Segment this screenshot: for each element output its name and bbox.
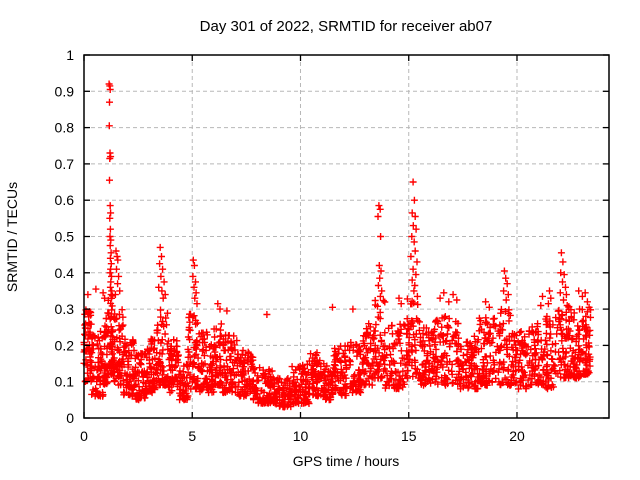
plot-border-and-ticks bbox=[83, 54, 610, 419]
x-axis-label: GPS time / hours bbox=[293, 453, 400, 469]
y-axis-label: SRMTID / TECUs bbox=[4, 182, 20, 292]
y-tick-label: 0.8 bbox=[55, 120, 75, 136]
y-tick-label: 0.1 bbox=[55, 374, 75, 390]
y-tick-label: 0.6 bbox=[55, 192, 75, 208]
x-tick-label: 0 bbox=[80, 428, 88, 444]
x-tick-label: 15 bbox=[401, 428, 417, 444]
y-tick-label: 0.3 bbox=[55, 301, 75, 317]
x-tick-label: 5 bbox=[188, 428, 196, 444]
y-tick-label: 0.2 bbox=[55, 337, 75, 353]
y-tick-label: 0.4 bbox=[55, 265, 75, 281]
y-tick-label: 0.9 bbox=[55, 83, 75, 99]
x-tick-label: 20 bbox=[509, 428, 525, 444]
y-tick-label: 1 bbox=[66, 47, 74, 63]
chart-title: Day 301 of 2022, SRMTID for receiver ab0… bbox=[200, 18, 493, 35]
data-points bbox=[80, 80, 595, 411]
y-tick-label: 0.7 bbox=[55, 156, 75, 172]
y-tick-label: 0 bbox=[66, 410, 74, 426]
y-tick-label: 0.5 bbox=[55, 229, 75, 245]
x-tick-label: 10 bbox=[293, 428, 309, 444]
tick-labels: 00.10.20.30.40.50.60.70.80.910 5 10 15 20 bbox=[55, 47, 525, 444]
